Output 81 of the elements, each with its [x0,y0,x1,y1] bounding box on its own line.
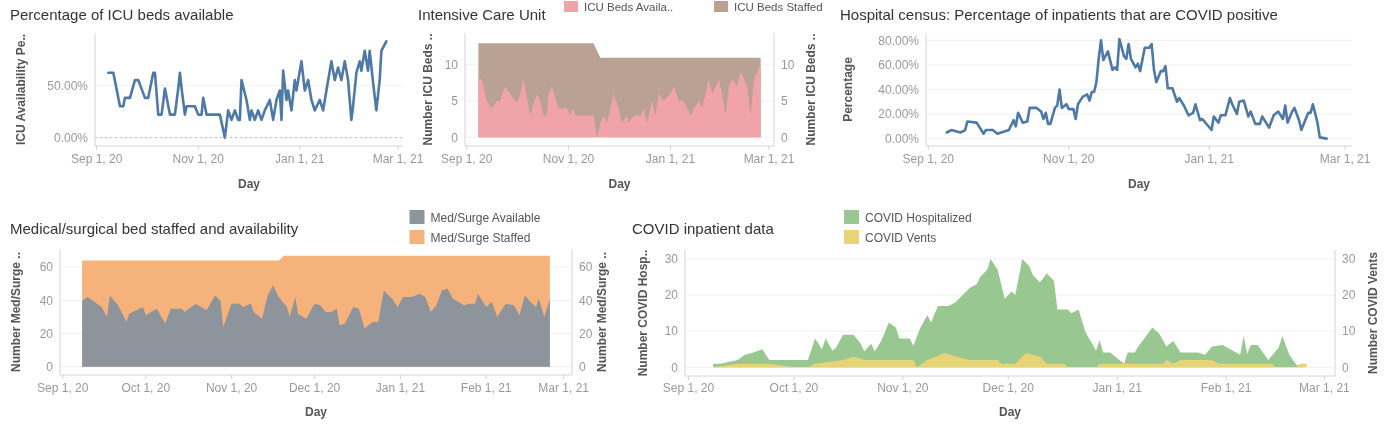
x-tick-label: Jan 1, 21 [1184,152,1235,166]
y-tick-label: 20 [39,326,54,341]
legend-label: ICU Beds Availa.. [584,1,674,13]
x-tick-label: Mar 1, 21 [538,381,590,395]
y2-axis-title: Number COVID Vents [1366,251,1380,375]
y2-tick-label: 10 [781,58,795,73]
y2-tick-label: 30 [1342,252,1356,267]
y-tick-label: 0 [451,130,459,145]
y2-tick-label: 0 [781,130,788,145]
y-axis-title: ICU Availability Pe.. [14,33,28,146]
y-tick-label: 10 [444,58,459,73]
y-tick-label: 5 [451,94,459,109]
x-tick-label: Jan 1, 21 [375,381,426,395]
y-axis-title: Number Med/Surge .. [9,251,23,373]
y2-tick-label: 10 [1342,324,1356,339]
y-tick-label: 60.00% [878,58,920,73]
y2-tick-label: 0 [579,359,586,374]
y2-axis-title: Number ICU Beds .. [804,33,818,146]
y2-tick-label: 40 [579,293,593,308]
y-axis-title: Number ICU Beds .. [421,33,435,146]
x-tick-label: Dec 1, 20 [982,381,1035,395]
x-tick-label: Nov 1, 20 [542,152,595,166]
x-tick-label: Jan 1, 21 [645,152,696,166]
y-tick-label: 30 [664,252,679,267]
x-tick-label: Dec 1, 20 [288,381,341,395]
y-tick-label: 50.00% [47,78,89,93]
y2-tick-label: 20 [579,326,593,341]
x-axis-title: Day [998,405,1022,419]
x-tick-label: Nov 1, 20 [205,381,258,395]
y-tick-label: 0.00% [53,130,89,145]
x-tick-label: Feb 1, 21 [460,381,512,395]
x-tick-label: Feb 1, 21 [1200,381,1252,395]
y-tick-label: 0 [46,359,54,374]
x-tick-label: Sep 1, 20 [70,152,123,166]
y2-axis-title: Number Med/Surge .. [595,251,609,373]
legend-label: COVID Vents [865,231,937,245]
y-tick-label: 20.00% [878,107,920,122]
line-series [107,40,388,139]
x-tick-label: Mar 1, 21 [372,152,424,166]
y-tick-label: 60 [39,260,54,275]
y-tick-label: 20 [664,288,679,303]
x-tick-label: Nov 1, 20 [877,381,929,395]
y-tick-label: 0 [671,360,679,375]
y-tick-label: 80.00% [878,33,920,48]
x-tick-label: Sep 1, 20 [902,152,955,166]
x-tick-label: Sep 1, 20 [37,381,89,395]
chart-title: Medical/surgical bed staffed and availability [10,220,299,237]
y-axis-title: Percentage [841,56,855,122]
legend-label: COVID Hospitalized [865,211,972,225]
chart-title: Hospital census: Percentage of inpatients that are COVID positive [840,6,1278,23]
x-tick-label: Oct 1, 20 [121,381,171,395]
x-axis-title: Day [608,177,631,191]
x-tick-label: Mar 1, 21 [1319,152,1371,166]
x-axis-title: Day [304,405,328,419]
legend-label: Med/Surge Available [430,211,541,225]
x-tick-label: Mar 1, 21 [1299,381,1351,395]
y-tick-label: 0.00% [884,131,920,146]
x-tick-label: Jan 1, 21 [275,152,325,166]
x-tick-label: Jan 1, 21 [1092,381,1143,395]
y2-tick-label: 20 [1342,288,1356,303]
legend-label: ICU Beds Staffed [734,1,823,13]
x-tick-label: Sep 1, 20 [440,152,493,166]
x-tick-label: Mar 1, 21 [743,152,795,166]
chart-title: Percentage of ICU beds available [10,6,234,23]
y-tick-label: 40 [39,293,54,308]
x-axis-title: Day [237,177,261,191]
y2-tick-label: 0 [1342,360,1349,375]
line-series [945,37,1328,140]
x-axis-title: Day [1127,177,1151,191]
x-tick-label: Nov 1, 20 [172,152,225,166]
chart-title: Intensive Care Unit [418,6,547,23]
x-tick-label: Sep 1, 20 [662,381,715,395]
x-tick-label: Oct 1, 20 [769,381,819,395]
y2-tick-label: 5 [781,94,788,109]
y2-tick-label: 60 [579,260,593,275]
legend-label: Med/Surge Staffed [430,231,531,245]
y-tick-label: 40.00% [878,82,920,97]
x-tick-label: Nov 1, 20 [1043,152,1095,166]
chart-title: COVID inpatient data [632,220,775,237]
y-axis-title: Number COVID Hosp.. [636,249,650,377]
y-tick-label: 10 [664,324,679,339]
